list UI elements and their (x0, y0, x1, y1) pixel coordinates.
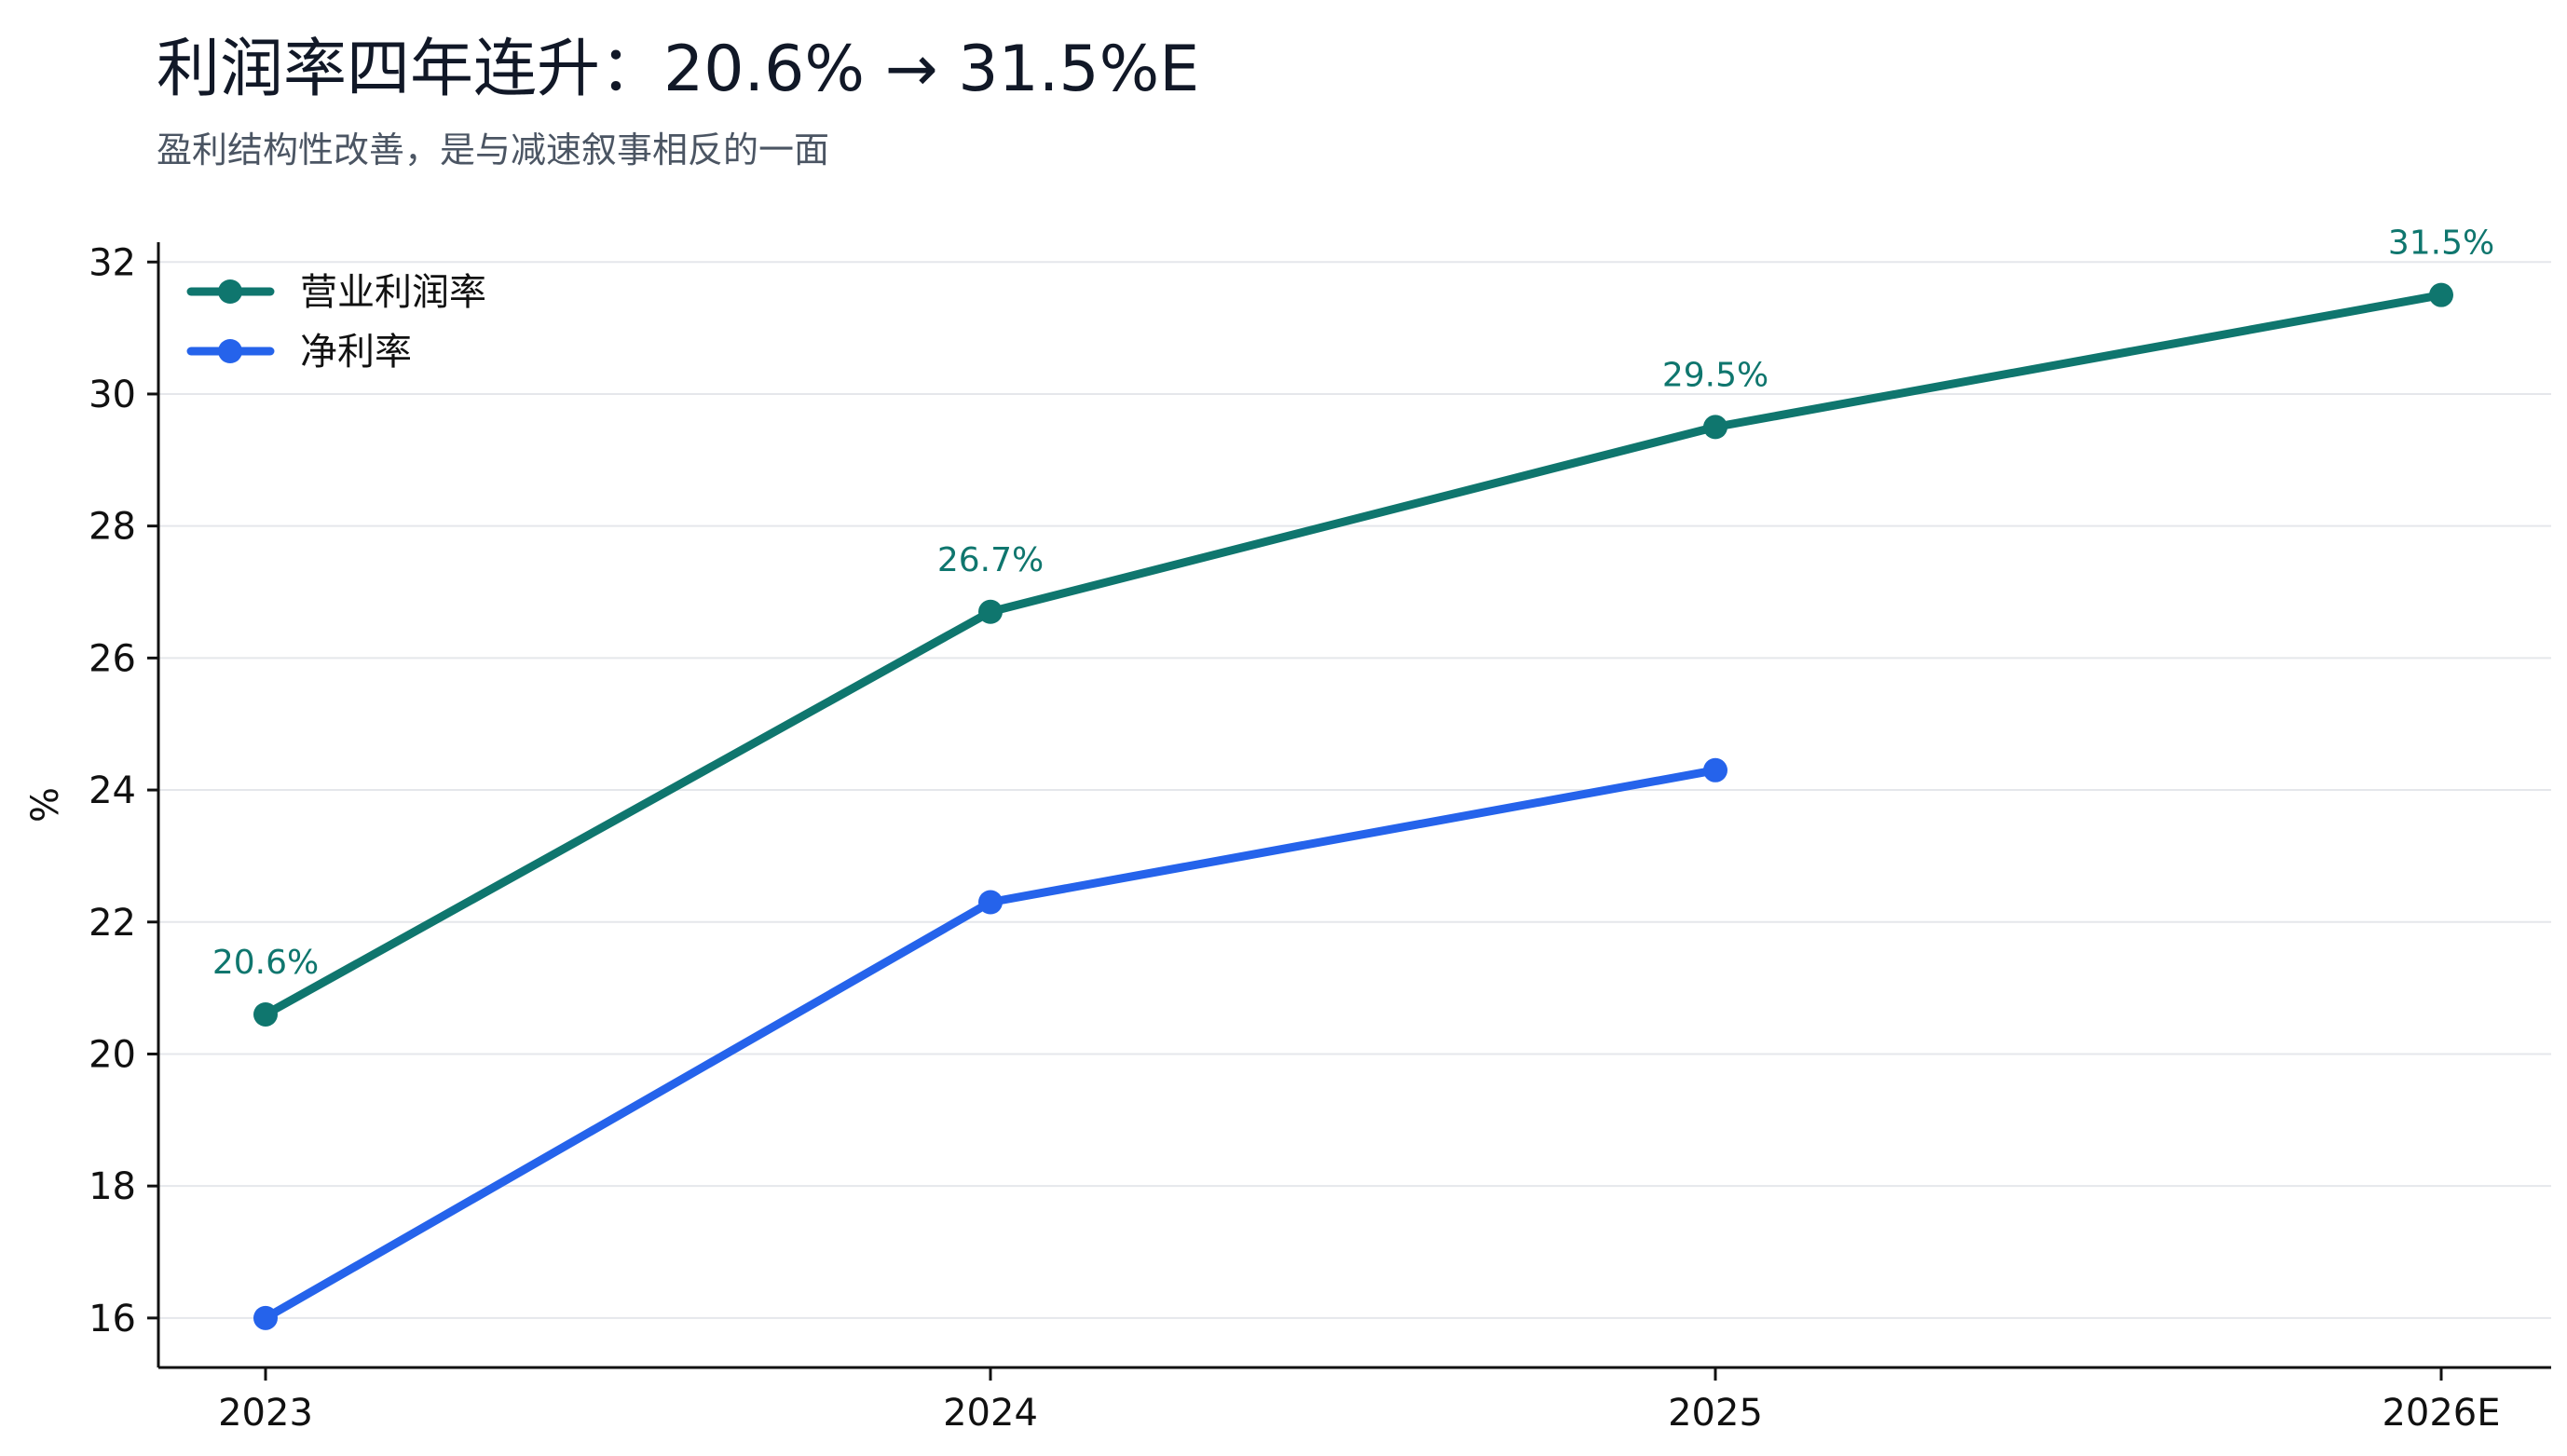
chart-subtitle: 盈利结构性改善，是与减速叙事相反的一面 (157, 129, 830, 170)
y-tick-label: 22 (89, 902, 136, 945)
y-tick-label: 28 (89, 506, 136, 549)
data-label: 31.5% (2388, 225, 2494, 263)
legend-marker (218, 339, 242, 363)
x-tick-label: 2024 (943, 1392, 1038, 1435)
x-tick-label: 2025 (1668, 1392, 1763, 1435)
series-line (261, 766, 1720, 1323)
legend-label: 净利率 (300, 331, 412, 374)
data-point (1703, 757, 1727, 782)
axis-ticks: 16 18 20 22 24 26 28 30 32 2023 2024 2025 2026E (89, 241, 2500, 1435)
y-axis-title: % (24, 787, 67, 823)
data-point (253, 1001, 278, 1027)
series-1: 20.6% 26.7% 29.5% 31.5% (212, 225, 2494, 1027)
data-label: 20.6% (212, 944, 319, 982)
y-tick-label: 32 (89, 241, 136, 284)
legend-label: 营业利润率 (300, 271, 486, 314)
data-point (253, 1305, 278, 1330)
series-line (261, 291, 2446, 1019)
data-point (978, 890, 1003, 915)
y-tick-label: 24 (89, 769, 136, 812)
y-tick-label: 26 (89, 637, 136, 680)
grid-lines (158, 261, 2551, 1319)
y-tick-label: 18 (89, 1165, 136, 1208)
legend-marker (218, 279, 242, 304)
series-lines: 20.6% 26.7% 29.5% 31.5% (212, 225, 2494, 1330)
chart-title: 利润率四年连升：20.6% → 31.5%E (157, 33, 1200, 106)
y-tick-label: 20 (89, 1033, 136, 1076)
y-tick-label: 16 (89, 1298, 136, 1340)
data-point (2429, 282, 2453, 307)
legend-item: 营业利润率 (186, 271, 486, 314)
data-point (1703, 415, 1727, 440)
series-2 (253, 757, 1727, 1330)
data-label: 26.7% (937, 541, 1044, 579)
legend-item: 净利率 (186, 331, 412, 374)
data-label: 29.5% (1662, 356, 1768, 394)
x-tick-label: 2026E (2382, 1392, 2500, 1435)
x-tick-label: 2023 (218, 1392, 313, 1435)
data-point (978, 599, 1003, 624)
axes: % (24, 242, 2551, 1369)
y-tick-label: 30 (89, 374, 136, 416)
